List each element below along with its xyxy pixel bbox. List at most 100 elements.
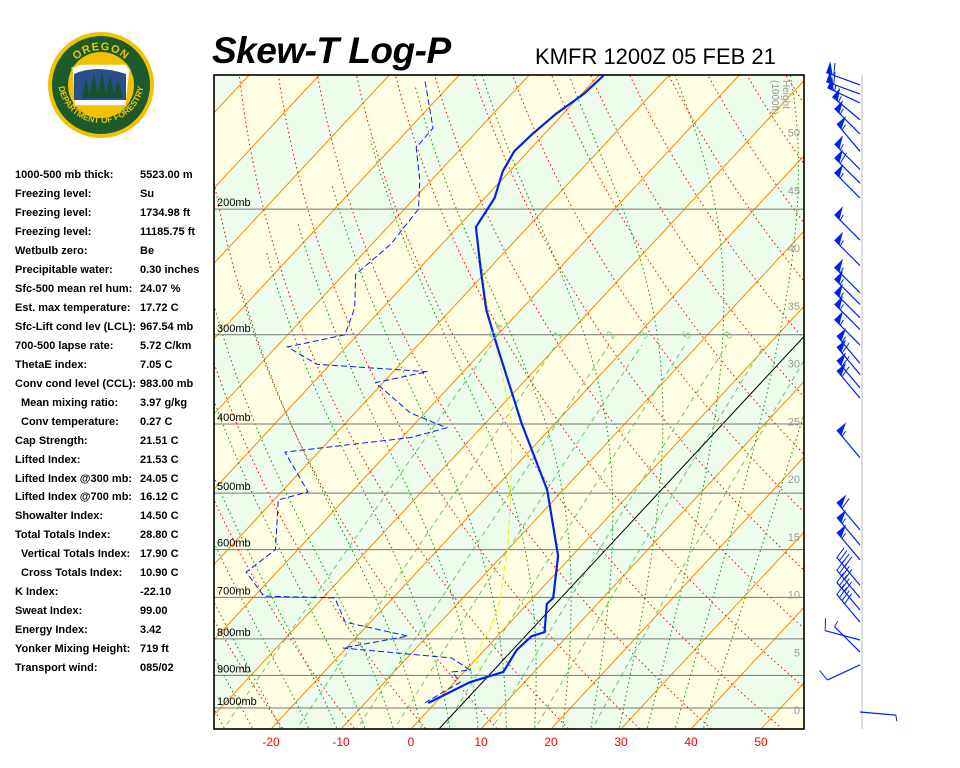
pressure-label: 200mb (217, 197, 251, 209)
wind-barb (834, 283, 861, 319)
wind-barb-full (841, 342, 850, 354)
dry-adiabat-line (590, 75, 804, 398)
isotherm-band (831, 75, 960, 729)
wind-barb-staff (834, 266, 861, 294)
wind-barb-staff (836, 370, 861, 399)
wind-barb-half (834, 621, 839, 627)
pressure-label: 800mb (217, 627, 251, 639)
wind-barb-staff (836, 594, 861, 623)
mixing-ratio-line (222, 344, 492, 729)
wind-barb (836, 572, 861, 611)
wind-barb-full (844, 569, 853, 580)
dry-adiabat-line (214, 361, 427, 729)
wind-barb-staff (834, 239, 861, 267)
moist-adiabat-line (370, 139, 537, 729)
dry-adiabat-line (214, 178, 498, 729)
wind-barb-half (839, 292, 844, 299)
wind-barb-flag (834, 135, 843, 149)
wind-barb-flag (834, 149, 843, 163)
wind-barb-staff (827, 664, 861, 681)
wind-barb-flag (836, 328, 847, 342)
index-value: 17.72 C (140, 301, 179, 314)
moist-adiabat-line (214, 475, 338, 729)
dry-adiabat-line (629, 75, 804, 340)
index-label: Total Totals Index: (15, 529, 111, 542)
wind-barb-full (841, 566, 850, 577)
dry-adiabat-line (551, 75, 804, 456)
wind-barb (836, 328, 861, 364)
wind-barb-flag (826, 70, 833, 85)
wind-barb (834, 135, 861, 170)
wind-barb-staff (834, 143, 861, 170)
index-label: 700-500 lapse rate: (15, 339, 114, 352)
wind-barb (836, 524, 861, 561)
isotherm-line (214, 79, 804, 716)
temperature-tick-label: 0 (408, 735, 415, 749)
wind-barb-flag (834, 311, 843, 325)
chart-title: Skew-T Log-P (212, 30, 451, 71)
dry-adiabat-line (473, 75, 804, 571)
wind-barb-staff (836, 346, 861, 375)
isotherm-line (410, 305, 804, 729)
index-label: Est. max temperature: (15, 301, 131, 314)
index-value: 0.27 C (140, 415, 173, 428)
index-label: Sfc-500 mean rel hum: (15, 282, 133, 295)
wind-barb-staff (834, 626, 861, 653)
moist-adiabat-line (481, 75, 614, 729)
wind-barb-full (839, 550, 848, 562)
wind-barb-full (833, 62, 836, 76)
wind-barb-full (841, 553, 850, 565)
index-value: 21.51 C (140, 434, 179, 447)
wind-barb-full (841, 578, 850, 589)
moist-adiabat-line (214, 307, 395, 729)
wind-barb-staff (834, 108, 861, 135)
wind-barb-half (841, 124, 847, 131)
index-value: 5523.00 m (140, 169, 193, 181)
height-tick-label: 20 (788, 474, 800, 486)
dry-adiabat-line (316, 75, 713, 729)
wind-barb (834, 270, 861, 305)
index-value: 3.42 (140, 624, 162, 637)
isotherm-line (690, 606, 804, 729)
index-label: Lifted Index @700 mb: (15, 491, 133, 504)
wind-barb-half (839, 267, 844, 274)
dry-adiabat-line (434, 75, 804, 630)
dry-adiabat-line (864, 76, 960, 732)
height-tick-label: 50 (788, 128, 800, 140)
isotherm-line (480, 380, 804, 729)
isotherm-band (761, 682, 804, 729)
wind-barb (834, 258, 861, 294)
index-value: 0.30 inches (140, 263, 200, 276)
wind-barb (819, 664, 861, 681)
index-label: Conv cond level (CCL): (15, 377, 137, 390)
wind-barb-full (836, 559, 845, 571)
isotherm-line (214, 75, 740, 641)
wind-barb-half (839, 214, 844, 221)
sounding-profiles (245, 75, 605, 704)
mixing-ratio-label: 8 (720, 328, 736, 341)
wind-barb-full (844, 593, 853, 605)
dry-adiabat-line (825, 76, 960, 732)
height-tick-label: 40 (788, 243, 800, 255)
isotherm-band (214, 75, 804, 716)
moist-adiabat-line (214, 600, 282, 729)
mixing-ratio-label: 3 (636, 328, 652, 341)
temperature-line (427, 75, 605, 704)
wind-barb-flag (836, 116, 847, 130)
temperature-tick-label: -20 (262, 735, 280, 749)
dry-adiabat-line (746, 75, 804, 165)
wind-barb-staff (836, 501, 861, 531)
dry-adiabat-line (512, 75, 804, 513)
moist-adiabat-line (414, 87, 572, 729)
mixing-ratio-label: 5 (679, 328, 695, 341)
height-tick-label: 5 (794, 647, 800, 659)
dry-adiabat-line (356, 75, 784, 729)
wind-barb-staff (825, 81, 861, 95)
index-value: 719 ft (140, 643, 169, 656)
moist-adiabat-line (646, 75, 725, 729)
wind-barb (859, 711, 898, 722)
mixing-ratio-label: 1 (550, 328, 566, 341)
wind-barb (834, 206, 861, 241)
index-label: K Index: (15, 586, 59, 599)
oregon-department-of-forestry-logo: OREGON DEPARTMENT OF FORESTRY (48, 32, 154, 138)
